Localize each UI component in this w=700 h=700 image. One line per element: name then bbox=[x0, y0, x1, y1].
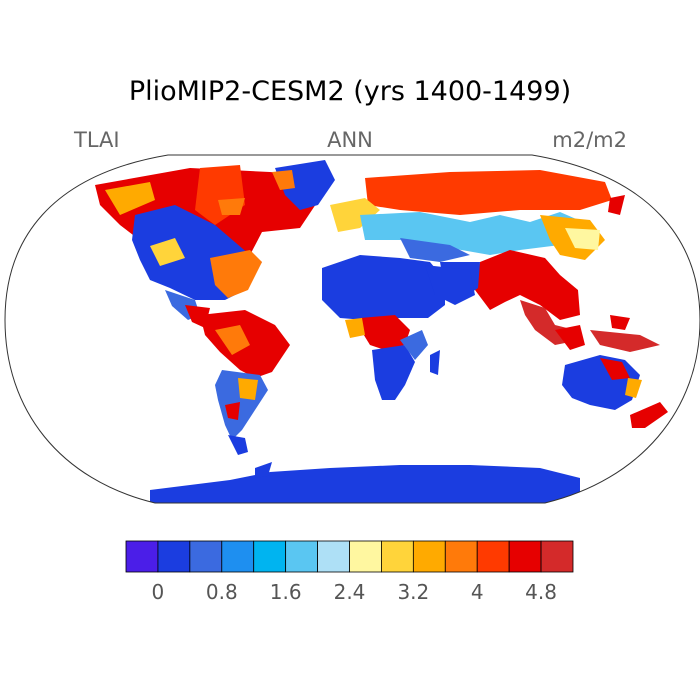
colorbar-swatch bbox=[157, 540, 191, 573]
colorbar-swatch bbox=[317, 540, 350, 573]
north-america bbox=[95, 165, 322, 328]
colorbar-tick-label: 4.8 bbox=[525, 580, 557, 604]
colorbar-swatch bbox=[381, 540, 414, 573]
colorbar-tick-label: 1.6 bbox=[269, 580, 302, 604]
colorbar-tick-label: 2.4 bbox=[333, 580, 366, 604]
colorbar-tick-label: 3.2 bbox=[397, 580, 430, 604]
variable-label: TLAI bbox=[74, 128, 120, 152]
season-label: ANN bbox=[327, 128, 373, 152]
eurasia bbox=[330, 170, 625, 345]
africa bbox=[322, 255, 445, 400]
colorbar-swatch bbox=[508, 540, 542, 573]
colorbar-tick-label: 0 bbox=[151, 580, 165, 604]
colorbar-swatch bbox=[253, 540, 287, 573]
colorbar-swatch bbox=[349, 540, 382, 573]
colorbar-swatch bbox=[221, 540, 255, 573]
map-border bbox=[4, 154, 700, 504]
colorbar-swatch bbox=[476, 540, 510, 573]
southeast-asia bbox=[555, 315, 660, 352]
colorbar-swatch bbox=[285, 540, 318, 573]
colorbar-tick-label: 4 bbox=[470, 580, 484, 604]
colorbar-swatch bbox=[444, 540, 478, 573]
arabia bbox=[425, 265, 475, 305]
map-title: PlioMIP2-CESM2 (yrs 1400-1499) bbox=[128, 76, 572, 107]
land-layer bbox=[95, 160, 668, 503]
colorbar-swatch bbox=[189, 540, 223, 573]
south-america bbox=[200, 310, 290, 455]
units-label: m2/m2 bbox=[552, 128, 627, 152]
colorbar-swatch bbox=[540, 540, 574, 573]
colorbar-swatch bbox=[125, 540, 159, 573]
colorbar-swatch bbox=[412, 540, 446, 573]
colorbar-tick-label: 0.8 bbox=[205, 580, 238, 604]
australia bbox=[562, 355, 668, 428]
